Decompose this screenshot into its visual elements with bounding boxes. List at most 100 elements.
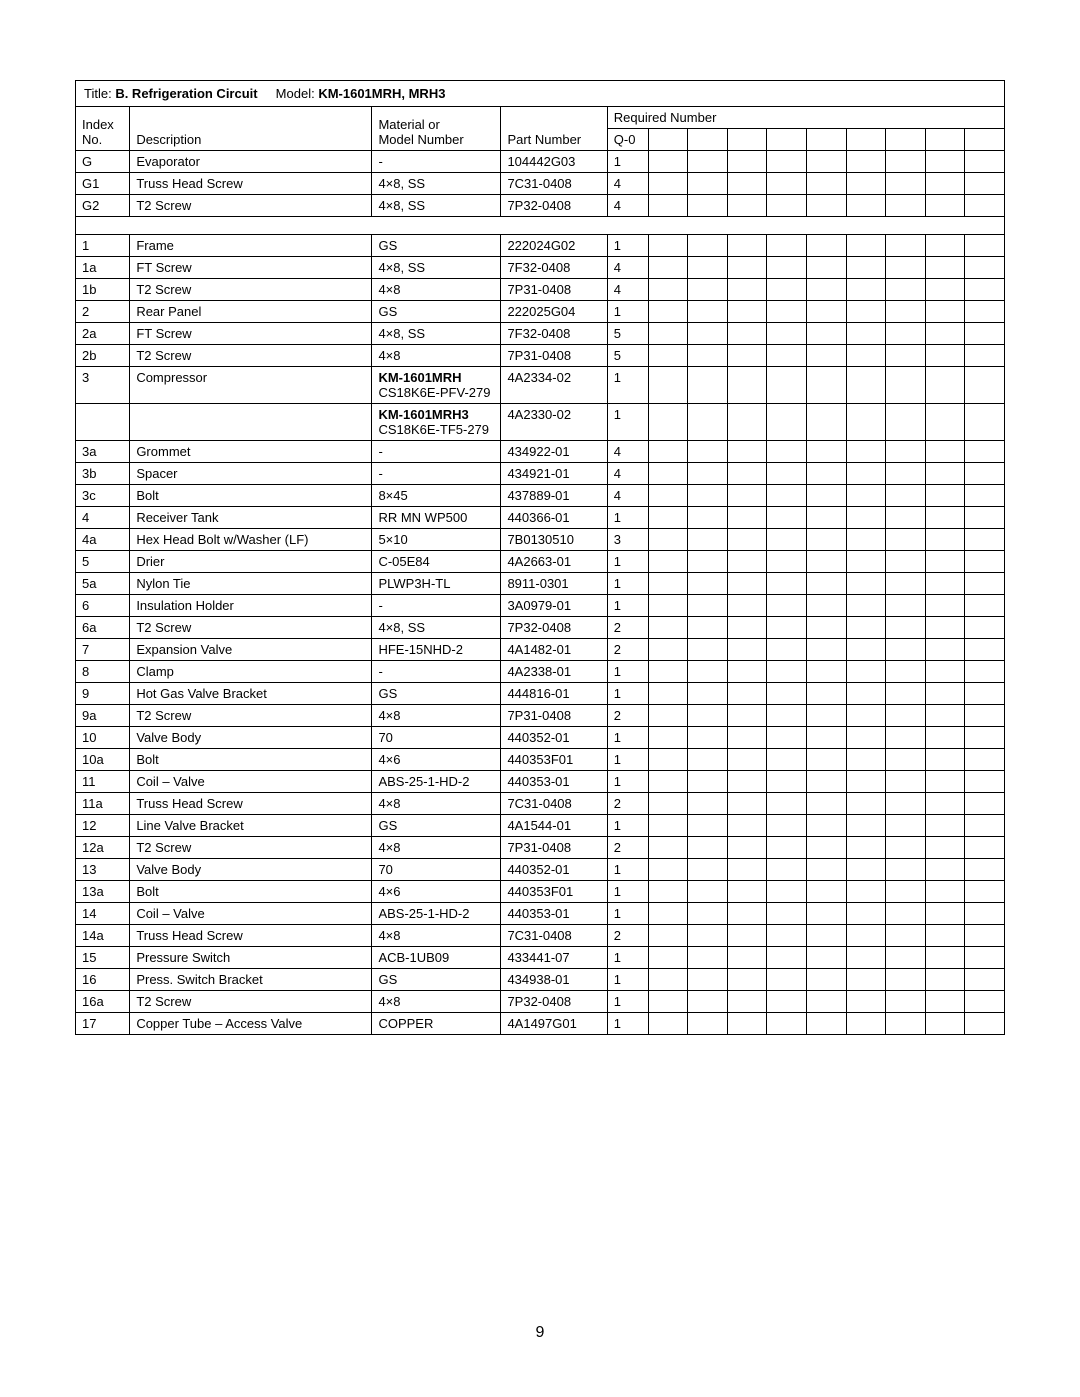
empty-cell xyxy=(925,903,965,925)
cell-desc: FT Screw xyxy=(130,257,372,279)
cell-mat: - xyxy=(372,151,501,173)
empty-cell xyxy=(806,551,846,573)
cell-index: 4a xyxy=(76,529,130,551)
table-row: GEvaporator-104442G031 xyxy=(76,151,1005,173)
empty-cell xyxy=(648,257,688,279)
cell-q0: 1 xyxy=(607,771,648,793)
empty-cell xyxy=(648,151,688,173)
header-q0: Q-0 xyxy=(607,129,648,151)
empty-cell xyxy=(925,595,965,617)
title-label: Title: xyxy=(84,86,115,101)
empty-cell xyxy=(727,1013,767,1035)
empty-cell xyxy=(806,507,846,529)
empty-cell xyxy=(846,1013,886,1035)
empty-cell xyxy=(965,129,1005,151)
empty-cell xyxy=(767,367,807,404)
cell-desc: Hex Head Bolt w/Washer (LF) xyxy=(130,529,372,551)
empty-cell xyxy=(965,925,1005,947)
empty-cell xyxy=(648,1013,688,1035)
cell-mat: GS xyxy=(372,969,501,991)
empty-cell xyxy=(886,235,926,257)
cell-part: 440353F01 xyxy=(501,881,607,903)
empty-cell xyxy=(846,639,886,661)
empty-cell xyxy=(767,173,807,195)
cell-part: 4A2663-01 xyxy=(501,551,607,573)
cell-mat: 4×8 xyxy=(372,345,501,367)
empty-cell xyxy=(965,683,1005,705)
empty-cell xyxy=(886,441,926,463)
empty-cell xyxy=(648,617,688,639)
empty-cell xyxy=(648,367,688,404)
empty-cell xyxy=(767,345,807,367)
empty-cell xyxy=(965,573,1005,595)
cell-part: 440352-01 xyxy=(501,859,607,881)
empty-cell xyxy=(806,1013,846,1035)
cell-desc: Spacer xyxy=(130,463,372,485)
cell-mat: GS xyxy=(372,683,501,705)
cell-desc: Pressure Switch xyxy=(130,947,372,969)
title-row: Title: B. Refrigeration Circuit Model: K… xyxy=(76,81,1005,107)
empty-cell xyxy=(648,463,688,485)
header-mat: Material orModel Number xyxy=(372,107,501,151)
empty-cell xyxy=(965,257,1005,279)
empty-cell xyxy=(767,925,807,947)
cell-q0: 2 xyxy=(607,617,648,639)
empty-cell xyxy=(648,173,688,195)
empty-cell xyxy=(648,947,688,969)
empty-cell xyxy=(846,705,886,727)
empty-cell xyxy=(965,749,1005,771)
empty-cell xyxy=(925,727,965,749)
cell-index: 3c xyxy=(76,485,130,507)
empty-cell xyxy=(727,727,767,749)
empty-cell xyxy=(925,257,965,279)
empty-cell xyxy=(886,404,926,441)
empty-cell xyxy=(727,367,767,404)
empty-cell xyxy=(648,771,688,793)
empty-cell xyxy=(886,837,926,859)
cell-q0: 2 xyxy=(607,793,648,815)
table-row: 8Clamp-4A2338-011 xyxy=(76,661,1005,683)
cell-index: 14 xyxy=(76,903,130,925)
empty-cell xyxy=(846,129,886,151)
empty-cell xyxy=(767,129,807,151)
empty-cell xyxy=(648,749,688,771)
empty-cell xyxy=(806,573,846,595)
empty-cell xyxy=(886,639,926,661)
table-row: 17Copper Tube – Access ValveCOPPER4A1497… xyxy=(76,1013,1005,1035)
empty-cell xyxy=(727,969,767,991)
empty-cell xyxy=(806,595,846,617)
empty-cell xyxy=(806,947,846,969)
empty-cell xyxy=(767,991,807,1013)
empty-cell xyxy=(806,529,846,551)
empty-cell xyxy=(925,815,965,837)
cell-part: 7C31-0408 xyxy=(501,793,607,815)
empty-cell xyxy=(727,573,767,595)
header-part: Part Number xyxy=(501,107,607,151)
empty-cell xyxy=(846,551,886,573)
cell-index: 1a xyxy=(76,257,130,279)
cell-desc: Clamp xyxy=(130,661,372,683)
empty-cell xyxy=(688,947,728,969)
empty-cell xyxy=(925,947,965,969)
empty-cell xyxy=(727,129,767,151)
empty-cell xyxy=(925,551,965,573)
cell-mat: C-05E84 xyxy=(372,551,501,573)
empty-cell xyxy=(806,279,846,301)
empty-cell xyxy=(727,705,767,727)
empty-cell xyxy=(727,661,767,683)
cell-mat: COPPER xyxy=(372,1013,501,1035)
empty-cell xyxy=(688,771,728,793)
cell-desc: Bolt xyxy=(130,749,372,771)
empty-cell xyxy=(688,463,728,485)
empty-cell xyxy=(886,507,926,529)
empty-cell xyxy=(886,925,926,947)
table-row: 1aFT Screw4×8, SS7F32-04084 xyxy=(76,257,1005,279)
cell-index: 11a xyxy=(76,793,130,815)
empty-cell xyxy=(688,1013,728,1035)
empty-cell xyxy=(965,991,1005,1013)
empty-cell xyxy=(648,925,688,947)
table-row: 16Press. Switch BracketGS434938-011 xyxy=(76,969,1005,991)
empty-cell xyxy=(806,793,846,815)
empty-cell xyxy=(727,345,767,367)
empty-cell xyxy=(767,323,807,345)
